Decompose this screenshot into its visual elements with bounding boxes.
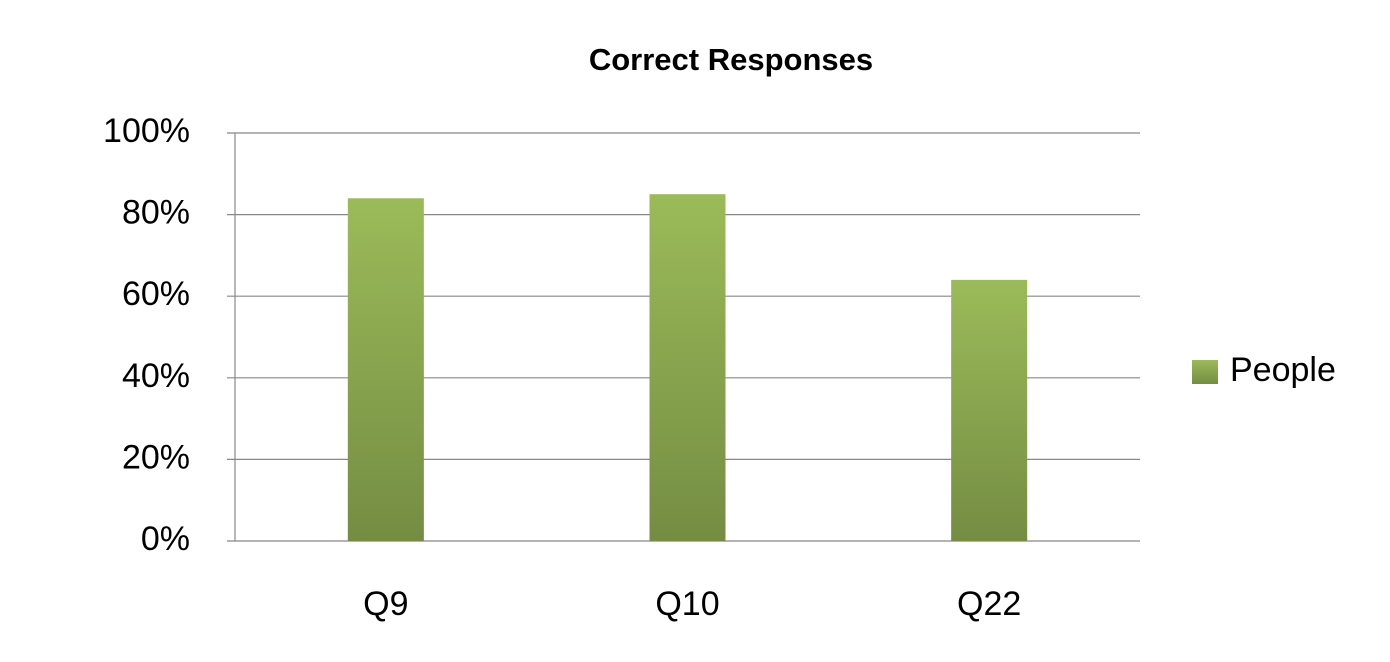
y-tick-label: 0% — [141, 520, 190, 558]
legend-swatch-shade — [1192, 360, 1218, 384]
chart-title: Correct Responses — [589, 42, 873, 77]
y-tick-label: 80% — [122, 194, 190, 232]
bar-shade — [649, 194, 726, 541]
bar-shade — [951, 279, 1028, 541]
y-tick-label: 20% — [122, 438, 190, 476]
bar-shade — [347, 198, 424, 541]
y-tick-label: 60% — [122, 275, 190, 313]
y-tick-label: 40% — [122, 357, 190, 395]
legend-label: People — [1230, 351, 1336, 389]
x-tick-label: Q9 — [363, 585, 408, 623]
x-tick-label: Q10 — [655, 585, 719, 623]
x-tick-label: Q22 — [957, 585, 1021, 623]
y-tick-label: 100% — [103, 112, 190, 150]
